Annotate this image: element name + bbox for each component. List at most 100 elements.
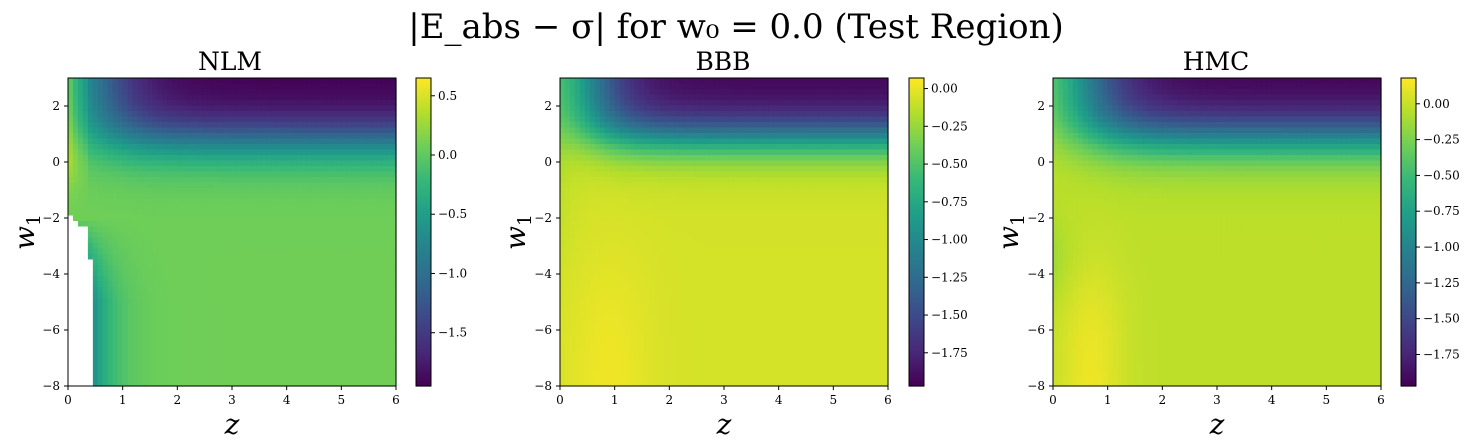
colorbar-swatch [416,152,431,156]
heatmap-cell [291,364,298,371]
heatmap-cell [212,199,218,206]
heatmap-cell [356,226,362,233]
heatmap-cell [356,89,362,96]
heatmap-cell [241,177,248,184]
heatmap-cell [356,276,362,283]
heatmap-cell [137,155,144,162]
heatmap-cell [351,193,357,200]
heatmap-cell [331,353,337,360]
heatmap-cell [644,111,651,118]
heatmap-cell [147,336,154,343]
heatmap-cell [351,204,357,211]
heatmap-cell [177,116,183,123]
heatmap-cell [376,122,382,129]
heatmap-cell [132,358,139,365]
heatmap-cell [733,100,740,107]
heatmap-cell [391,265,397,272]
heatmap-cell [793,78,800,85]
heatmap-cell [222,182,228,189]
heatmap-cell [341,336,347,343]
heatmap-cell [594,105,601,112]
heatmap-cell [679,89,685,96]
heatmap-cell [122,160,129,167]
heatmap-cell [336,336,342,343]
heatmap-cell [728,133,735,140]
heatmap-cell [132,221,139,228]
heatmap-cell [97,111,104,118]
heatmap-cell [232,111,238,118]
heatmap-cell [838,138,844,145]
heatmap-cell [326,287,332,294]
heatmap-cell [361,127,367,134]
heatmap-cell [331,204,337,211]
heatmap-cell [381,265,387,272]
heatmap-cell [197,336,203,343]
heatmap-cell [366,347,372,354]
heatmap-cell [281,149,288,156]
heatmap-cell [376,270,382,277]
heatmap-cell [122,144,129,151]
heatmap-cell [341,364,347,371]
heatmap-cell [117,259,124,266]
heatmap-cell [604,138,611,145]
heatmap-cell [391,83,397,90]
heatmap-cell [728,127,735,134]
heatmap-cell [699,133,705,140]
heatmap-cell [102,182,109,189]
heatmap-cell [162,259,168,266]
heatmap-cell [351,347,357,354]
heatmap-cell [87,127,94,134]
heatmap-cell [684,111,690,118]
heatmap-cell [276,149,283,156]
heatmap-cell [361,369,367,376]
heatmap-cell [381,309,387,316]
heatmap-cell [172,171,178,178]
heatmap-cell [97,375,104,382]
heatmap-cell [843,116,849,123]
heatmap-cell [604,160,611,167]
heatmap-cell [87,100,94,107]
heatmap-cell [207,254,213,261]
heatmap-cell [714,160,720,167]
heatmap-cell [584,127,591,134]
heatmap-cell [137,353,144,360]
heatmap-cell [117,105,124,112]
heatmap-cell [207,111,213,118]
heatmap-cell [122,364,129,371]
heatmap-cell [251,281,258,288]
heatmap-cell [371,309,377,316]
heatmap-cell [386,270,392,277]
heatmap-cell [341,237,347,244]
heatmap-cell [212,281,218,288]
heatmap-cell [157,259,164,266]
heatmap-cell [609,138,616,145]
heatmap-cell [311,144,318,151]
heatmap-cell [381,89,387,96]
heatmap-cell [371,303,377,310]
heatmap-cell [386,94,392,101]
heatmap-cell [177,100,183,107]
heatmap-cell [624,105,631,112]
heatmap-cell [222,347,228,354]
heatmap-cell [659,127,665,134]
heatmap-cell [246,270,253,277]
heatmap-cell [743,94,750,101]
heatmap-cell [167,270,173,277]
colorbar-swatch [416,93,431,97]
heatmap-cell [97,331,104,338]
heatmap-cell [366,177,372,184]
heatmap-cell [241,133,248,140]
heatmap-cell [604,122,611,129]
heatmap-cell [251,166,258,173]
heatmap-cell [356,309,362,316]
heatmap-cell [192,199,198,206]
heatmap-cell [291,254,298,261]
heatmap-cell [346,160,352,167]
heatmap-cell [321,259,328,266]
heatmap-cell [311,259,318,266]
heatmap-cell [127,270,134,277]
heatmap-cell [669,155,675,162]
heatmap-cell [107,309,114,316]
heatmap-cell [202,138,208,145]
heatmap-cell [321,127,328,134]
